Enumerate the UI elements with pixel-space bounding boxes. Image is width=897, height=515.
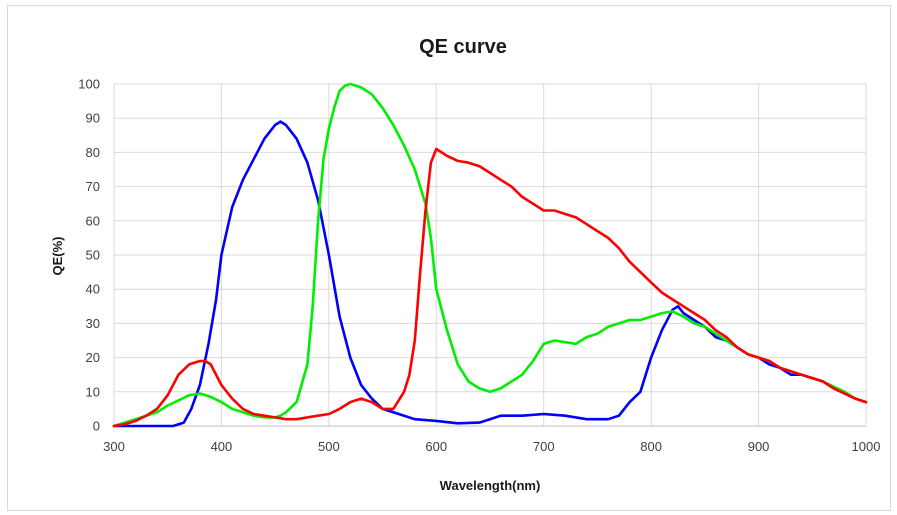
x-tick-label: 400 (211, 439, 233, 454)
y-tick-label: 90 (86, 111, 100, 126)
series-line (112, 147, 868, 428)
y-tick-label: 100 (78, 77, 100, 92)
y-tick-label: 60 (86, 213, 100, 228)
y-tick-label: 40 (86, 282, 100, 297)
x-tick-label: 1000 (852, 439, 881, 454)
y-axis-label: QE(%) (50, 237, 65, 276)
y-tick-label: 30 (86, 316, 100, 331)
y-tick-label: 70 (86, 179, 100, 194)
x-tick-label: 800 (640, 439, 662, 454)
x-axis-label: Wavelength(nm) (440, 478, 541, 493)
y-tick-label: 10 (86, 384, 100, 399)
gridlines (113, 83, 867, 427)
y-tick-label: 50 (86, 248, 100, 263)
y-tick-label: 20 (86, 350, 100, 365)
x-tick-label: 500 (318, 439, 340, 454)
y-tick-label: 0 (93, 419, 100, 434)
series-lines (112, 82, 868, 428)
y-tick-label: 80 (86, 145, 100, 160)
series-line (112, 120, 868, 428)
x-tick-label: 300 (103, 439, 125, 454)
y-tick-labels: 0 10 20 30 40 50 60 70 80 90 100 (78, 77, 100, 434)
x-tick-label: 700 (533, 439, 555, 454)
chart-title: QE curve (419, 36, 507, 58)
x-tick-label: 600 (425, 439, 447, 454)
x-tick-label: 900 (748, 439, 770, 454)
x-tick-labels: 300 400 500 600 700 800 900 1000 (103, 439, 880, 454)
